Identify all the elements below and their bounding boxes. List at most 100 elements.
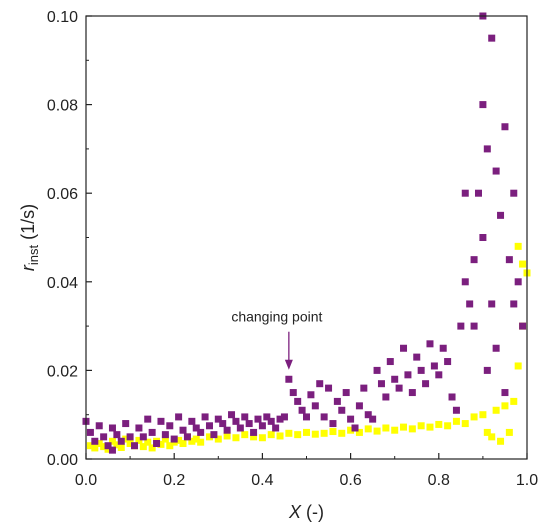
- scatter-point: [355, 402, 363, 410]
- scatter-point: [157, 440, 165, 448]
- scatter-point: [153, 439, 161, 447]
- scatter-point: [430, 362, 438, 370]
- scatter-point: [148, 428, 156, 436]
- scatter-point: [510, 300, 518, 308]
- scatter-point: [452, 417, 460, 425]
- scatter-point: [170, 435, 178, 443]
- scatter-point: [205, 433, 213, 441]
- scatter-point: [131, 442, 139, 450]
- scatter-point: [250, 428, 258, 436]
- scatter-point: [272, 424, 280, 432]
- scatter-point: [241, 431, 249, 439]
- scatter-point: [347, 426, 355, 434]
- scatter-point: [250, 433, 258, 441]
- scatter-point: [254, 415, 262, 423]
- scatter-point: [161, 435, 169, 443]
- scatter-point: [104, 445, 112, 453]
- scatter-point: [444, 422, 452, 430]
- scatter-point: [276, 432, 284, 440]
- scatter-point: [258, 434, 266, 442]
- scatter-point: [294, 397, 302, 405]
- scatter-point: [157, 417, 165, 425]
- annotation-label: changing point: [231, 309, 322, 325]
- scatter-point: [135, 424, 143, 432]
- scatter-point: [197, 428, 205, 436]
- scatter-point: [276, 415, 284, 423]
- y-axis-title: rinst (1/s): [18, 204, 41, 271]
- scatter-point: [294, 431, 302, 439]
- scatter-point: [108, 424, 116, 432]
- scatter-point: [214, 435, 222, 443]
- scatter-point: [228, 411, 236, 419]
- scatter-point: [435, 420, 443, 428]
- scatter-point: [497, 437, 505, 445]
- scatter-point: [479, 101, 487, 109]
- y-tick-label: 0.02: [47, 363, 78, 380]
- y-tick-label: 0.04: [47, 275, 78, 292]
- scatter-point: [382, 393, 390, 401]
- scatter-point: [267, 417, 275, 425]
- scatter-point: [408, 425, 416, 433]
- x-axis-title-unit: (-): [301, 502, 324, 522]
- scatter-point: [311, 402, 319, 410]
- scatter-point: [95, 439, 103, 447]
- scatter-point: [400, 344, 408, 352]
- scatter-point: [377, 380, 385, 388]
- scatter-point: [303, 428, 310, 436]
- scatter-point: [117, 443, 125, 451]
- scatter-point: [285, 375, 293, 383]
- scatter-point: [135, 436, 143, 444]
- scatter-point: [505, 428, 513, 436]
- scatter-point: [223, 432, 231, 440]
- scatter-point: [373, 427, 381, 435]
- scatter-point: [307, 391, 315, 399]
- scatter-point: [488, 433, 496, 441]
- scatter-point: [351, 424, 359, 432]
- scatter-point: [188, 417, 196, 425]
- scatter-point: [91, 444, 99, 452]
- scatter-point: [483, 145, 491, 153]
- scatter-point: [100, 433, 108, 441]
- scatter-point: [391, 375, 399, 383]
- scatter-point: [333, 397, 341, 405]
- x-tick-label: 0.6: [339, 472, 361, 489]
- scatter-point: [342, 389, 350, 397]
- scatter-point: [492, 406, 500, 414]
- scatter-point: [329, 428, 337, 436]
- scatter-point: [470, 256, 478, 264]
- scatter-point: [466, 300, 474, 308]
- points-layer: [82, 12, 531, 454]
- scatter-point: [391, 426, 399, 434]
- scatter-point: [192, 435, 200, 443]
- scatter-point: [100, 443, 108, 451]
- scatter-point: [439, 344, 447, 352]
- scatter-point: [408, 389, 416, 397]
- scatter-point: [461, 189, 469, 197]
- scatter-point: [126, 439, 134, 447]
- scatter-point: [422, 380, 430, 388]
- scatter-point: [175, 413, 183, 421]
- y-tick-label: 0.08: [47, 98, 78, 115]
- scatter-point: [435, 371, 443, 379]
- scatter-point: [245, 420, 253, 428]
- scatter-point: [483, 428, 491, 436]
- scatter-point: [232, 434, 240, 442]
- scatter-point: [179, 439, 187, 447]
- scatter-point: [166, 442, 174, 450]
- y-axis-title-main: r: [18, 264, 38, 271]
- scatter-point: [320, 429, 328, 437]
- scatter-point: [514, 278, 522, 286]
- scatter-point: [113, 441, 121, 449]
- scatter-point: [320, 413, 328, 421]
- scatter-point: [325, 384, 333, 392]
- scatter-point: [86, 428, 94, 436]
- scatter-point: [117, 437, 125, 445]
- scatter-point: [95, 422, 103, 430]
- x-tick-label: 0.0: [75, 472, 97, 489]
- scatter-point: [232, 417, 240, 425]
- scatter-point: [444, 358, 452, 366]
- scatter-point: [501, 389, 509, 397]
- scatter-point: [369, 415, 377, 423]
- scatter-point: [219, 420, 227, 428]
- scatter-point: [347, 415, 355, 423]
